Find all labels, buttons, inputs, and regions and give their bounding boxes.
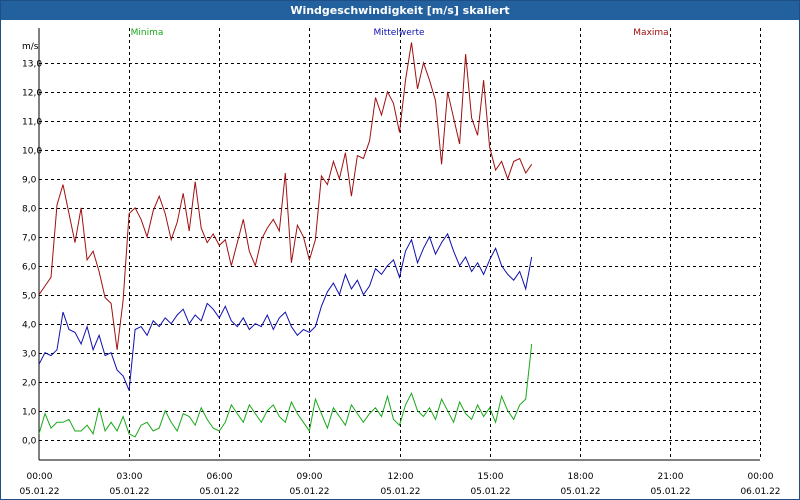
- y-tick-label: 13,0: [22, 60, 42, 70]
- grid-layer: [39, 28, 761, 460]
- y-tick-label: 10,0: [22, 147, 42, 157]
- x-tick-time-label: 18:00: [568, 472, 594, 482]
- x-tick-date-label: 05.01.22: [19, 487, 59, 497]
- window-title: Windgeschwindigkeit [m/s] skaliert: [1, 1, 799, 20]
- x-tick-time-label: 09:00: [297, 472, 323, 482]
- y-tick-label: 12,0: [22, 89, 42, 99]
- series-line-minima: [38, 343, 533, 438]
- x-tick-date-label: 05.01.22: [470, 487, 510, 497]
- y-tick-label: 11,0: [22, 118, 42, 128]
- y-tick-label: 2,0: [22, 379, 37, 389]
- x-tick-date-label: 05.01.22: [199, 487, 239, 497]
- y-tick-label: 0,0: [22, 437, 37, 447]
- x-tick-time-label: 00:00: [27, 472, 53, 482]
- x-tick-date-label: 06.01.22: [740, 487, 780, 497]
- series-line-maxima: [38, 42, 533, 350]
- y-tick-label: 3,0: [22, 350, 37, 360]
- y-tick-label: 6,0: [22, 263, 37, 273]
- x-tick-date-label: 05.01.22: [560, 487, 600, 497]
- x-tick-time-label: 12:00: [388, 472, 414, 482]
- y-tick-label: 7,0: [22, 234, 37, 244]
- legend-entry: Maxima: [633, 28, 668, 38]
- x-tick-time-label: 06:00: [207, 472, 233, 482]
- y-tick-label: 8,0: [22, 205, 37, 215]
- x-tick-time-label: 00:00: [748, 472, 774, 482]
- x-tick-date-label: 05.01.22: [289, 487, 329, 497]
- x-tick-time-label: 03:00: [117, 472, 143, 482]
- legend-layer: Minima Mittelwerte Maxima: [131, 28, 669, 38]
- legend-entry: Mittelwerte: [373, 28, 424, 38]
- legend-entry: Minima: [131, 28, 164, 38]
- series-line-mittelwerte: [38, 232, 533, 391]
- x-tick-date-label: 05.01.22: [650, 487, 690, 497]
- series-layer: [38, 42, 533, 438]
- y-tick-label: 1,0: [22, 408, 37, 418]
- x-tick-date-label: 05.01.22: [380, 487, 420, 497]
- y-axis-unit-label: m/s: [22, 42, 39, 52]
- axis-layer: 0,0 1,0 2,0 3,0 4,0 5,0 6,0 7,0 8,0 9,0 10,0 11,0 12…: [19, 28, 781, 497]
- x-tick-date-label: 05.01.22: [109, 487, 149, 497]
- x-tick-time-label: 15:00: [478, 472, 504, 482]
- x-tick-time-label: 21:00: [658, 472, 684, 482]
- y-tick-label: 9,0: [22, 176, 37, 186]
- y-tick-label: 5,0: [22, 292, 37, 302]
- y-tick-label: 4,0: [22, 321, 37, 331]
